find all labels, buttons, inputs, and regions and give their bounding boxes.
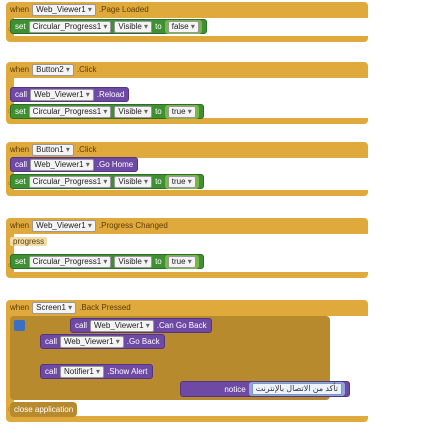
logic-dropdown: true	[167, 105, 196, 118]
mutator-gear	[14, 320, 25, 331]
logic-dropdown: true	[167, 175, 196, 188]
when-label: when	[10, 221, 30, 230]
when-label: when	[10, 303, 30, 312]
component-dropdown: Circular_Progress1	[28, 255, 112, 268]
to-label: to	[155, 107, 162, 116]
component-dropdown: Web_Viewer1	[30, 158, 94, 171]
string-text: تأكد من الاتصال بالإنترنت	[251, 383, 342, 395]
event-param: progress	[10, 237, 48, 246]
set-label: set	[15, 107, 26, 116]
component-dropdown: Web_Viewer1	[32, 3, 96, 16]
logic-dropdown: false	[167, 20, 199, 33]
property-dropdown: Visible	[114, 20, 153, 33]
method-label: .Go Back	[126, 337, 160, 346]
string-block: تأكد من الاتصال بالإنترنت	[248, 382, 345, 396]
method-label: .Can Go Back	[156, 321, 207, 330]
component-dropdown: Button2	[32, 63, 74, 76]
event-label: .Back Pressed	[79, 303, 131, 312]
close-block: close application	[10, 402, 78, 417]
component-dropdown: Web_Viewer1	[32, 219, 96, 232]
when-label: when	[10, 65, 30, 74]
call-label: call	[15, 90, 28, 99]
set-label: set	[15, 22, 26, 31]
close-label: close application	[14, 405, 74, 414]
component-dropdown: Button1	[32, 143, 74, 156]
call-label: call	[75, 321, 88, 330]
event-label: .Page Loaded	[98, 5, 149, 14]
to-label: to	[155, 257, 162, 266]
component-dropdown: Circular_Progress1	[28, 20, 112, 33]
to-label: to	[155, 22, 162, 31]
when-label: when	[10, 5, 30, 14]
logic-block: false	[164, 19, 202, 34]
event-label: .Click	[76, 65, 97, 74]
method-label: .Reload	[96, 90, 125, 99]
method-label: .Go Home	[96, 160, 134, 169]
component-dropdown: Web_Viewer1	[60, 335, 124, 348]
call-label: call	[15, 160, 28, 169]
property-dropdown: Visible	[114, 255, 153, 268]
event-label: .Progress Changed	[98, 221, 168, 230]
logic-block: true	[164, 254, 199, 269]
param-row: progress	[10, 234, 48, 249]
when-label: when	[10, 145, 30, 154]
component-dropdown: Circular_Progress1	[28, 175, 112, 188]
component-dropdown: Screen1	[32, 301, 77, 314]
method-label: .Show Alert	[107, 367, 148, 376]
logic-dropdown: true	[167, 255, 196, 268]
component-dropdown: Web_Viewer1	[30, 88, 94, 101]
logic-block: true	[164, 104, 199, 119]
logic-block: true	[164, 174, 199, 189]
set-label: set	[15, 257, 26, 266]
component-dropdown: Web_Viewer1	[90, 319, 154, 332]
to-label: to	[155, 177, 162, 186]
call-label: call	[45, 367, 58, 376]
property-dropdown: Visible	[114, 105, 153, 118]
component-dropdown: Circular_Progress1	[28, 105, 112, 118]
event-label: .Click	[76, 145, 97, 154]
component-dropdown: Notifier1	[60, 365, 105, 378]
set-label: set	[15, 177, 26, 186]
call-param-row: notice تأكد من الاتصال بالإنترنت	[180, 381, 350, 397]
param-label: notice	[224, 384, 246, 394]
property-dropdown: Visible	[114, 175, 153, 188]
call-label: call	[45, 337, 58, 346]
